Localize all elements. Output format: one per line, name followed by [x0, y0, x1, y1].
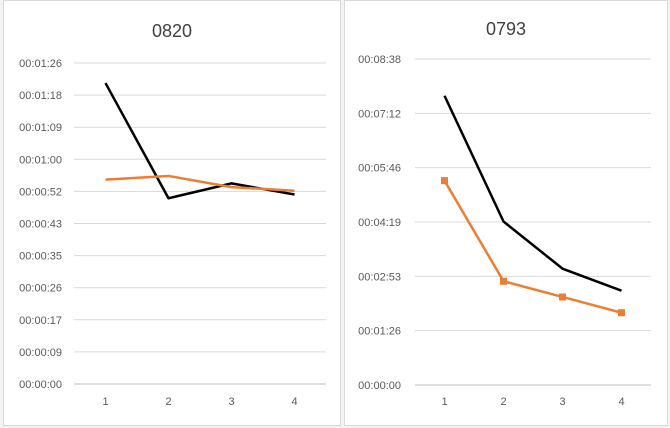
y-tick-label: 00:01:00 — [19, 154, 62, 166]
y-tick-label: 00:00:17 — [19, 315, 62, 327]
chart-title: 0820 — [151, 21, 193, 41]
data-point — [500, 277, 507, 285]
y-tick-label: 00:02:53 — [358, 271, 401, 283]
chart-panel-0793: 0793 00:00:00 00:01:26 00:02:53 00:04:19 00:… — [344, 0, 668, 426]
y-tick-label: 00:07:12 — [358, 108, 401, 120]
y-tick-label: 00:00:26 — [19, 283, 62, 295]
y-tick-label: 00:00:35 — [19, 251, 62, 263]
x-tick-label: 4 — [291, 396, 297, 408]
x-tick-label: 4 — [618, 396, 624, 408]
y-tick-label: 00:05:46 — [358, 163, 401, 175]
x-tick-label: 3 — [559, 396, 565, 408]
series-line-1 — [105, 174, 295, 193]
chart-plot: 00:00:00 00:00:09 00:00:17 00:00:26 00:00:35… — [19, 58, 326, 408]
y-tick-label: 00:01:18 — [19, 90, 62, 102]
data-point — [441, 177, 448, 185]
y-tick-label: 00:00:52 — [19, 186, 62, 198]
x-tick-label: 2 — [500, 396, 506, 408]
data-point — [559, 293, 566, 301]
y-tick-label: 00:01:09 — [19, 122, 62, 134]
y-tick-label: 00:00:43 — [19, 219, 62, 231]
x-tick-label: 2 — [165, 396, 171, 408]
series-line-1 — [443, 179, 622, 314]
y-tick-label: 00:00:00 — [358, 380, 401, 392]
y-tick-label: 00:01:26 — [19, 58, 62, 70]
y-tick-label: 00:01:26 — [358, 326, 401, 338]
y-tick-label: 00:04:19 — [358, 217, 401, 229]
chart-panel-0820: 0820 00:00:00 00:00:09 00:00:17 00:00:26 00:… — [3, 0, 341, 426]
x-tick-label: 1 — [441, 396, 447, 408]
y-tick-label: 00:00:00 — [19, 379, 62, 391]
data-point — [618, 309, 625, 317]
chart-title: 0793 — [485, 19, 527, 39]
x-tick-label: 1 — [102, 396, 108, 408]
x-tick-label: 3 — [228, 396, 234, 408]
chart-plot: 00:00:00 00:01:26 00:02:53 00:04:19 00:05:46… — [358, 54, 651, 408]
series-line-0 — [443, 95, 622, 292]
y-tick-label: 00:08:38 — [358, 54, 401, 66]
y-tick-label: 00:00:09 — [19, 347, 62, 359]
